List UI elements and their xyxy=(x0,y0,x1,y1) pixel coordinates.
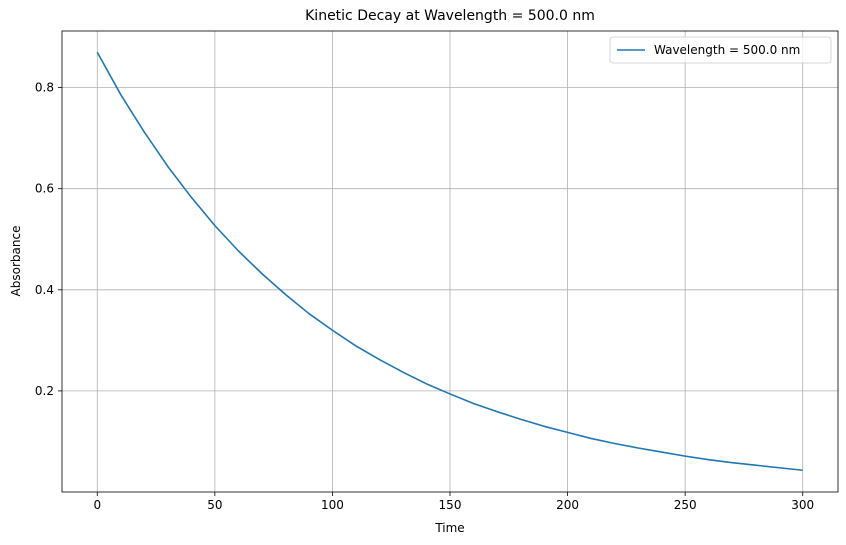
grid xyxy=(62,31,838,492)
y-tick-label: 0.8 xyxy=(35,81,54,95)
x-tick-label: 250 xyxy=(674,498,697,512)
legend-box xyxy=(609,36,832,64)
x-tick-label: 100 xyxy=(321,498,344,512)
x-axis-label: Time xyxy=(434,521,464,535)
axis-ticks: 0 50 100 150 200 250 300 0.2 0.4 0.6 0.8 xyxy=(35,81,814,512)
x-tick-label: 150 xyxy=(439,498,462,512)
y-tick-label: 0.2 xyxy=(35,384,54,398)
x-tick-label: 300 xyxy=(791,498,814,512)
x-tick-label: 200 xyxy=(556,498,579,512)
y-axis-label: Absorbance xyxy=(9,226,23,297)
x-tick-label: 0 xyxy=(93,498,101,512)
series-line xyxy=(96,51,803,472)
x-tick-label: 50 xyxy=(207,498,222,512)
y-tick-label: 0.6 xyxy=(35,182,54,196)
legend: Wavelength = 500.0 nm xyxy=(609,36,832,64)
chart-title: Kinetic Decay at Wavelength = 500.0 nm xyxy=(305,8,595,24)
y-tick-label: 0.4 xyxy=(35,283,54,297)
legend-label: Wavelength = 500.0 nm xyxy=(654,43,800,57)
plot-area xyxy=(96,51,803,472)
